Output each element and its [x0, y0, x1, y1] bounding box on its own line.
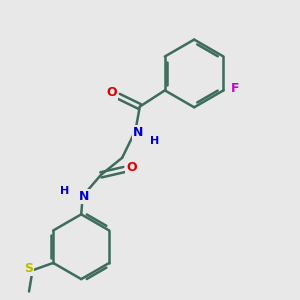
Text: F: F	[230, 82, 239, 95]
Text: H: H	[150, 136, 159, 146]
Text: O: O	[107, 86, 117, 99]
Text: S: S	[24, 262, 33, 275]
Text: N: N	[133, 126, 143, 139]
Text: O: O	[126, 161, 136, 174]
Text: H: H	[60, 186, 70, 196]
Text: N: N	[79, 190, 89, 202]
